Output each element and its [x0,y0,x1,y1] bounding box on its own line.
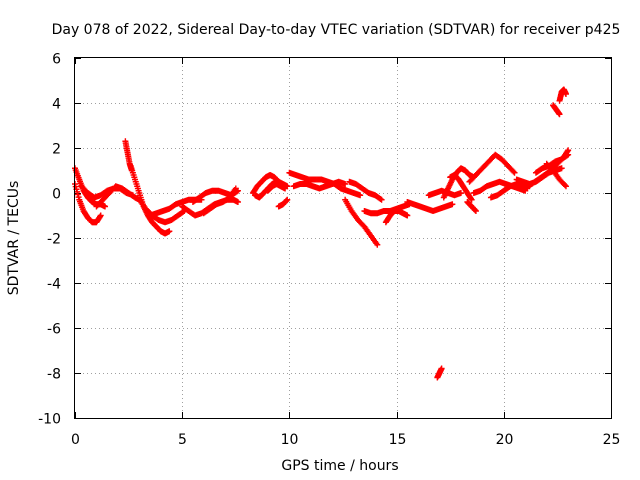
series-arc-07 [136,196,188,226]
series-arc-36 [556,86,569,104]
series-arc-35 [550,102,563,118]
x-tick-label: 25 [603,432,621,448]
data-point [374,241,381,248]
y-tick-label: -4 [47,277,61,293]
data-point [449,201,456,208]
series-arc-28 [466,151,518,185]
grid [75,58,611,418]
series-arc-11 [200,185,239,217]
data-point [468,196,475,203]
data-point [283,197,290,204]
data-point [234,199,241,205]
data-point [377,196,384,202]
x-tick-label: 10 [281,432,299,448]
data-points [72,86,572,381]
series-arc-12 [249,172,291,196]
data-point [232,185,239,192]
x-tick-label: 20 [496,432,514,448]
data-point [510,168,517,175]
data-point [102,203,109,210]
data-point [357,192,364,199]
data-point [472,207,479,214]
y-tick-labels: 6 4 2 0 -2 -4 -6 -8 -10 [38,52,61,428]
y-tick-label: -2 [47,232,61,248]
data-point [457,190,464,196]
data-point [438,365,445,372]
series-arc-21 [382,208,411,226]
series-arc-34 [543,160,569,190]
data-point [378,196,385,203]
series-arc-04 [93,183,143,210]
data-point [556,111,563,118]
x-tick-label: 5 [178,432,187,448]
series-arc-17 [290,178,349,192]
y-tick-label: -8 [47,367,61,383]
series-arc-02 [72,181,104,226]
data-point [565,151,572,158]
y-axis-title: SDTVAR / TECUs [6,181,22,296]
y-tick-label: -6 [47,322,61,338]
data-point [282,185,289,192]
data-point [97,212,104,219]
series-arc-33 [532,151,572,176]
series-arc-27 [464,199,479,214]
series-arc-14 [264,181,289,194]
data-point [97,213,104,220]
data-point [472,208,479,214]
y-tick-label: -10 [38,412,61,428]
x-tick-label: 0 [71,432,80,448]
y-tick-label: 4 [52,97,61,113]
series-arc-24 [434,365,445,381]
y-tick-label: 2 [52,142,61,158]
y-tick-label: 6 [52,52,61,68]
data-point [562,91,569,97]
plot-frame [74,57,612,419]
y-tick-label: 0 [52,187,61,203]
data-point [561,182,568,189]
series-arc-19 [346,178,385,203]
chart-title: Day 078 of 2022, Sidereal Day-to-day VTE… [52,22,621,38]
x-axis-title: GPS time / hours [281,458,398,474]
series-arc-15 [275,196,291,210]
data-point [562,183,569,190]
data-point [404,212,411,219]
data-point [511,169,518,176]
data-point [467,195,474,202]
data-point [284,196,291,203]
x-tick-label: 15 [389,432,407,448]
series-arc-26 [447,172,475,203]
x-tick-labels: 0 5 10 15 20 25 [71,432,620,448]
data-point [558,165,565,172]
series-arc-22 [404,199,456,214]
series-arc-18 [342,196,381,248]
data-point [166,228,173,235]
data-point [342,181,349,187]
data-point [564,152,571,159]
